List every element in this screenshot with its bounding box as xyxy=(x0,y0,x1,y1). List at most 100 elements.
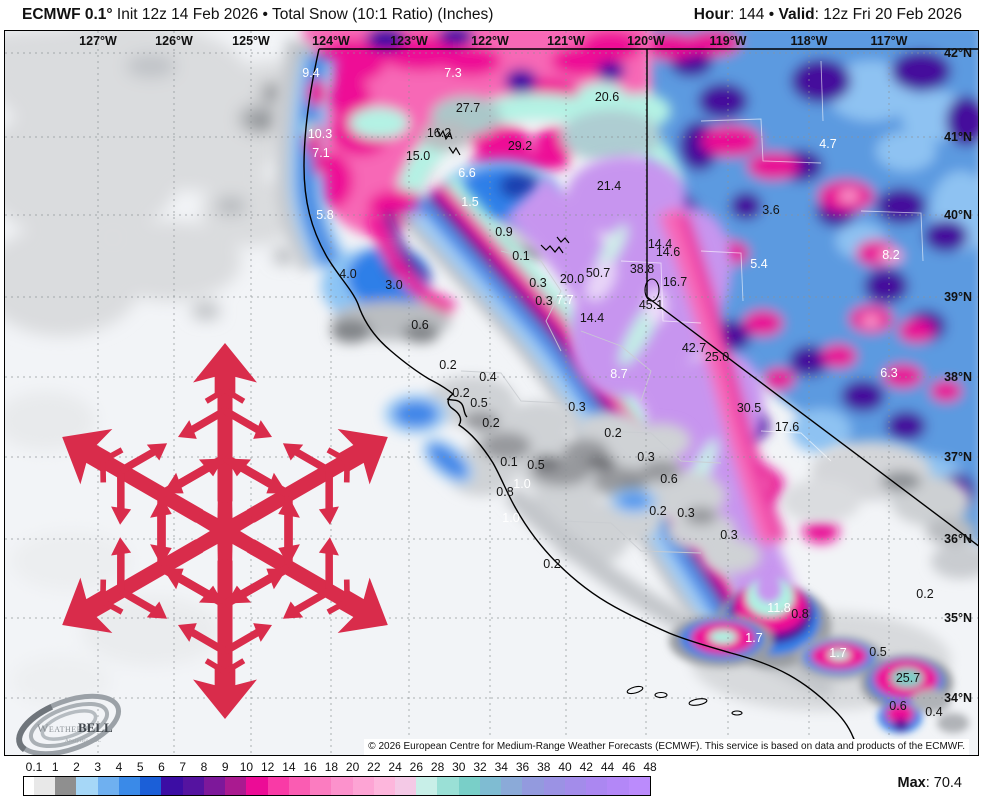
map-value-label: 14.6 xyxy=(656,245,680,259)
map-value-label: 0.8 xyxy=(496,485,513,499)
colorbar-tick: 38 xyxy=(537,760,551,774)
colorbar-segment xyxy=(501,777,523,795)
colorbar-tick: 12 xyxy=(260,760,275,774)
map-value-label: 9.4 xyxy=(302,66,319,80)
colorbar-segment xyxy=(628,777,650,795)
colorbar-tick: 18 xyxy=(324,760,339,774)
colorbar-tick: 10 xyxy=(239,760,254,774)
colorbar xyxy=(23,776,651,796)
map-value-label: 0.5 xyxy=(527,458,544,472)
colorbar-tick: 7 xyxy=(179,760,187,774)
longitude-label: 119°W xyxy=(710,34,747,48)
header-bar: ECMWF 0.1° Init 12z 14 Feb 2026 • Total … xyxy=(0,0,984,30)
colorbar-segment xyxy=(55,777,77,795)
map-value-label: 5.4 xyxy=(750,257,767,271)
logo-subtitle: Analytics LLC xyxy=(65,739,102,744)
map-value-label: 1.7 xyxy=(745,631,762,645)
map-value-label: 1.7 xyxy=(829,646,846,660)
longitude-label: 126°W xyxy=(155,34,193,48)
colorbar-tick: 16 xyxy=(303,760,317,774)
latitude-label: 42°N xyxy=(944,46,972,60)
latitude-label: 38°N xyxy=(944,370,972,384)
map-value-label: 0.9 xyxy=(495,225,512,239)
map-value-label: 8.2 xyxy=(882,248,899,262)
colorbar-tick: 24 xyxy=(388,760,402,774)
colorbar-segment xyxy=(522,777,544,795)
map-value-label: 0.2 xyxy=(543,557,560,571)
map-value-label: 0.2 xyxy=(649,504,666,518)
map-value-label: 0.2 xyxy=(439,358,456,372)
colorbar-segment xyxy=(267,777,289,795)
longitude-label: 118°W xyxy=(791,34,828,48)
colorbar-tick: 2 xyxy=(73,760,80,774)
map-value-label: 1.5 xyxy=(461,195,478,209)
map-value-label: 20.0 xyxy=(560,272,584,286)
state-borders-coastline xyxy=(303,48,978,755)
colorbar-tick: 34 xyxy=(494,760,508,774)
latitude-label: 39°N xyxy=(944,290,972,304)
map-value-label: 16.7 xyxy=(663,275,687,289)
map-value-label: 0.2 xyxy=(604,426,621,440)
colorbar-tick: 6 xyxy=(158,760,165,774)
colorbar-tick: 5 xyxy=(136,760,144,774)
colorbar-segment xyxy=(288,777,311,795)
map-value-label: 0.3 xyxy=(720,528,737,542)
colorbar-segment xyxy=(331,777,353,795)
valid-label: Valid xyxy=(778,6,815,23)
colorbar-segment xyxy=(97,777,119,795)
map-value-label: 38.8 xyxy=(630,262,654,276)
hour-value: : 144 • xyxy=(729,6,779,23)
colorbar-tick: 22 xyxy=(367,760,381,774)
longitude-label: 123°W xyxy=(390,34,428,48)
map-value-label: 29.2 xyxy=(508,139,532,153)
product-title: ECMWF 0.1° Init 12z 14 Feb 2026 • Total … xyxy=(22,6,493,24)
snowflake-watermark xyxy=(62,343,388,719)
colorbar-segment xyxy=(182,777,204,795)
map-value-label: 10.3 xyxy=(308,127,332,141)
latitude-label: 36°N xyxy=(944,532,972,546)
map-value-label: 7.3 xyxy=(444,66,461,80)
map-value-label: 14.4 xyxy=(648,237,672,251)
colorbar-segment xyxy=(225,777,247,795)
map-value-label: 45.1 xyxy=(639,298,663,312)
map-value-label: 30.5 xyxy=(737,401,761,415)
map-value-label: 0.2 xyxy=(482,416,499,430)
latitude-label: 37°N xyxy=(944,450,972,464)
map-value-label: 7.1 xyxy=(312,146,329,160)
colorbar-segment xyxy=(586,777,608,795)
map-value-label: 1.0 xyxy=(513,477,530,491)
axis-labels: 127°W 126°W 125°W 124°W 123°W 122°W 121°W 120°W… xyxy=(79,34,972,705)
max-value-label: Max: 70.4 xyxy=(898,775,963,791)
map-value-label: 0.3 xyxy=(637,450,654,464)
colorbar-segment xyxy=(203,777,226,795)
logo-weather-text: Weather xyxy=(37,721,83,735)
weatherbell-logo: Weather BELL Analytics LLC xyxy=(16,693,122,755)
map-value-label: 0.3 xyxy=(535,294,552,308)
colorbar-tick: 4 xyxy=(115,760,123,774)
map-value-label: 0.5 xyxy=(470,396,487,410)
map-value-label: 11.8 xyxy=(767,601,790,615)
colorbar-tick: 14 xyxy=(282,760,296,774)
init-and-variable: Init 12z 14 Feb 2026 • Total Snow (10:1 … xyxy=(112,6,494,23)
map-value-label: 0.3 xyxy=(568,400,585,414)
map-value-label: 27.7 xyxy=(456,101,480,115)
colorbar-segment xyxy=(543,777,565,795)
map-value-label: 16.2 xyxy=(427,126,451,140)
map-value-label: 8.7 xyxy=(610,367,627,381)
colorbar-tick: 46 xyxy=(622,760,636,774)
colorbar-tick-labels: 0.1 1 2 3 4 5 6 7 8 9 10 12 14 16 18 20 22 24 26 28 30 32 34 36… xyxy=(0,760,700,775)
map-value-label: 21.4 xyxy=(597,179,621,193)
colorbar-segment xyxy=(310,777,332,795)
map-value-label: 25.0 xyxy=(705,350,729,364)
county-borders xyxy=(460,60,924,554)
colorbar-segment xyxy=(479,777,502,795)
colorbar-tick: 48 xyxy=(643,760,657,774)
map-value-label: 6.3 xyxy=(880,366,897,380)
colorbar-tick: 26 xyxy=(409,760,424,774)
socal-snow-bullseyes xyxy=(669,575,969,733)
map-value-label: 4.0 xyxy=(339,267,356,281)
colorbar-segment xyxy=(246,777,268,795)
colorbar-tick: 44 xyxy=(600,760,615,774)
longitude-label: 117°W xyxy=(871,34,908,48)
colorbar-tick: 32 xyxy=(473,760,487,774)
